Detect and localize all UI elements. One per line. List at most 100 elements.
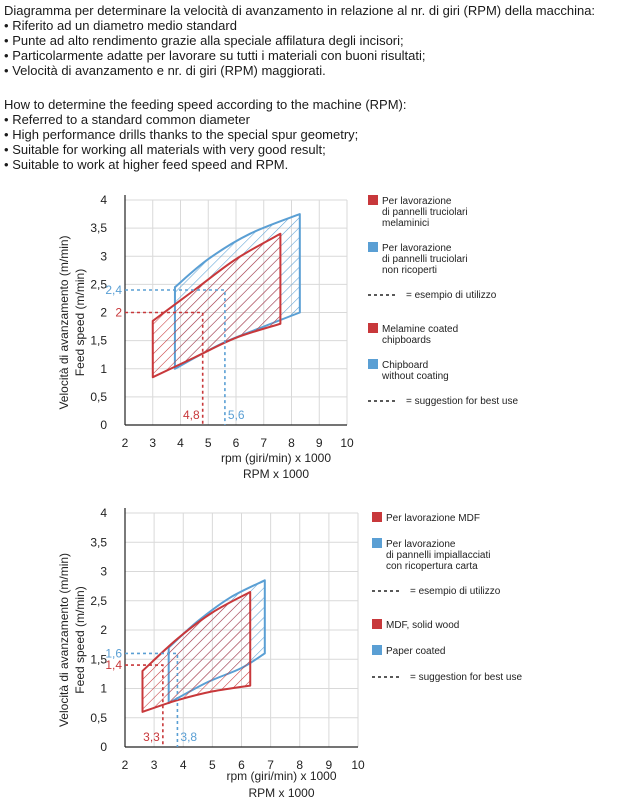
y-axis-title: Velocità di avanzamento (m/min) — [57, 235, 71, 409]
legend-label: without coating — [381, 371, 449, 382]
intro-bullet-it: • Particolarmente adatte per lavorare su… — [4, 48, 595, 63]
intro-bullet-it: • Velocità di avanzamento e nr. di giri … — [4, 63, 595, 78]
legend-label: Melamine coated — [382, 324, 458, 335]
bullet-mark: • — [4, 157, 9, 172]
y-tick-label: 2,5 — [90, 277, 107, 291]
y-tick-label: 0 — [100, 740, 107, 754]
intro-heading-it: Diagramma per determinare la velocità di… — [4, 3, 596, 18]
example-y-label: 1,4 — [105, 658, 122, 672]
y-tick-label: 3 — [100, 249, 107, 263]
legend-label: di pannelli truciolari — [382, 254, 468, 265]
x-axis-title: RPM x 1000 — [248, 786, 314, 800]
x-tick-label: 3 — [149, 436, 156, 450]
example-guide-blue — [125, 652, 179, 747]
y-tick-label: 1,5 — [90, 652, 107, 666]
x-tick-label: 8 — [288, 436, 295, 450]
x-axis-title: rpm (giri/min) x 1000 — [226, 769, 336, 783]
y-axis-title: Velocità di avanzamento (m/min) — [57, 553, 71, 727]
example-x-label: 4,8 — [183, 408, 200, 422]
legend-label: Per lavorazione — [382, 196, 452, 207]
bullet-text: Suitable to work at higher feed speed an… — [12, 157, 289, 172]
legend-label: Per lavorazione MDF — [386, 513, 480, 524]
x-tick-label: 3 — [151, 758, 158, 772]
legend-swatch-blue — [368, 359, 378, 369]
example-guide-red — [125, 664, 164, 747]
legend-label: MDF, solid wood — [386, 620, 459, 631]
intro-italian: Diagramma per determinare la velocità di… — [4, 3, 595, 78]
y-tick-label: 2 — [100, 306, 107, 320]
x-axis-title: RPM x 1000 — [243, 467, 309, 481]
legend-swatch-blue — [368, 242, 378, 252]
x-tick-label: 4 — [177, 436, 184, 450]
legend-swatch-blue — [372, 538, 382, 548]
intro-bullet-it: • Riferito ad un diametro medio standard — [4, 18, 595, 33]
bullet-mark: • — [4, 63, 9, 78]
legend-swatch-red — [368, 323, 378, 333]
legend-label: melaminici — [382, 218, 429, 229]
y-tick-label: 3,5 — [90, 221, 107, 235]
example-y-label: 2 — [115, 306, 122, 320]
y-tick-label: 0,5 — [90, 711, 107, 725]
bullet-text: Suitable for working all materials with … — [12, 142, 326, 157]
example-y-label: 2,4 — [105, 283, 122, 297]
bullet-mark: • — [4, 112, 9, 127]
series-area-red — [141, 591, 252, 713]
series-area-red — [151, 232, 282, 379]
y-tick-label: 1 — [100, 682, 107, 696]
bullet-mark: • — [4, 48, 9, 63]
legend-label: chipboards — [382, 335, 431, 346]
bullet-text: Velocità di avanzamento e nr. di giri (R… — [12, 63, 326, 78]
legend-label: Per lavorazione — [382, 243, 452, 254]
intro-english: How to determine the feeding speed accor… — [4, 97, 407, 172]
x-tick-label: 2 — [122, 758, 129, 772]
legend-label: = suggestion for best use — [406, 396, 518, 407]
intro-heading-en: How to determine the feeding speed accor… — [4, 97, 407, 112]
y-tick-label: 1,5 — [90, 334, 107, 348]
example-x-label: 3,8 — [180, 730, 197, 744]
x-tick-label: 8 — [296, 758, 303, 772]
bullet-text: Particolarmente adatte per lavorare su t… — [12, 48, 426, 63]
intro-bullet-en: • Suitable for working all materials wit… — [4, 142, 407, 157]
y-tick-label: 4 — [100, 193, 107, 207]
x-tick-label: 6 — [238, 758, 245, 772]
intro-bullet-en: • Suitable to work at higher feed speed … — [4, 157, 407, 172]
x-tick-label: 2 — [122, 436, 129, 450]
legend-swatch-red — [368, 195, 378, 205]
legend-label: Paper coated — [386, 646, 446, 657]
legend-swatch-blue — [372, 645, 382, 655]
legend-label: di pannelli impiallacciati — [386, 550, 491, 561]
intro-bullet-it: • Punte ad alto rendimento grazie alla s… — [4, 33, 595, 48]
x-tick-label: 6 — [233, 436, 240, 450]
example-y-label: 1,6 — [105, 646, 122, 660]
legend-label: non ricoperti — [382, 265, 437, 276]
intro-bullet-en: • High performance drills thanks to the … — [4, 127, 407, 142]
x-tick-label: 5 — [209, 758, 216, 772]
example-x-label: 3,3 — [143, 730, 160, 744]
x-tick-label: 10 — [340, 436, 354, 450]
bullet-text: High performance drills thanks to the sp… — [12, 127, 359, 142]
bullet-text: Referred to a standard common diameter — [12, 112, 250, 127]
legend-swatch-red — [372, 512, 382, 522]
bullet-mark: • — [4, 127, 9, 142]
bullet-mark: • — [4, 18, 9, 33]
y-tick-label: 2 — [100, 623, 107, 637]
y-tick-label: 4 — [100, 506, 107, 520]
intro-bullet-en: • Referred to a standard common diameter — [4, 112, 407, 127]
y-axis-title: Feed speed (m/min) — [73, 269, 87, 376]
y-tick-label: 0,5 — [90, 390, 107, 404]
x-tick-label: 4 — [180, 758, 187, 772]
legend-label: = esempio di utilizzo — [406, 290, 497, 301]
y-tick-label: 2,5 — [90, 594, 107, 608]
bullet-text: Riferito ad un diametro medio standard — [12, 18, 237, 33]
legend-label: Chipboard — [382, 360, 428, 371]
x-tick-label: 9 — [316, 436, 323, 450]
legend-label: = suggestion for best use — [410, 672, 522, 683]
x-axis-title: rpm (giri/min) x 1000 — [221, 451, 331, 465]
y-tick-label: 1 — [100, 362, 107, 376]
x-tick-label: 5 — [205, 436, 212, 450]
x-tick-label: 10 — [351, 758, 365, 772]
y-tick-label: 0 — [100, 418, 107, 432]
example-x-label: 5,6 — [228, 408, 245, 422]
bullet-mark: • — [4, 142, 9, 157]
legend-label: = esempio di utilizzo — [410, 586, 501, 597]
